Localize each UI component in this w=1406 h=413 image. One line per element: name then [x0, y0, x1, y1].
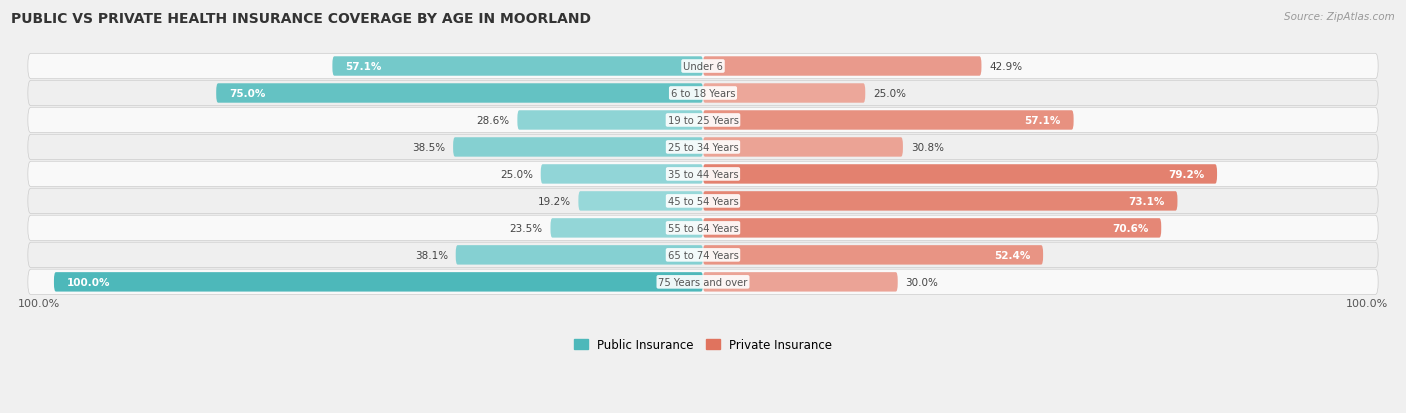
- Text: PUBLIC VS PRIVATE HEALTH INSURANCE COVERAGE BY AGE IN MOORLAND: PUBLIC VS PRIVATE HEALTH INSURANCE COVER…: [11, 12, 592, 26]
- FancyBboxPatch shape: [28, 162, 1378, 187]
- FancyBboxPatch shape: [703, 111, 1074, 131]
- FancyBboxPatch shape: [28, 81, 1378, 107]
- Text: 23.5%: 23.5%: [509, 223, 543, 233]
- FancyBboxPatch shape: [28, 108, 1378, 133]
- Text: 19.2%: 19.2%: [537, 197, 571, 206]
- Text: 30.8%: 30.8%: [911, 142, 943, 152]
- FancyBboxPatch shape: [703, 273, 897, 292]
- Text: 35 to 44 Years: 35 to 44 Years: [668, 169, 738, 180]
- FancyBboxPatch shape: [53, 273, 703, 292]
- Text: 6 to 18 Years: 6 to 18 Years: [671, 89, 735, 99]
- Text: Under 6: Under 6: [683, 62, 723, 72]
- Text: 75.0%: 75.0%: [229, 89, 266, 99]
- Text: 57.1%: 57.1%: [346, 62, 382, 72]
- Text: 100.0%: 100.0%: [1346, 298, 1388, 308]
- Legend: Public Insurance, Private Insurance: Public Insurance, Private Insurance: [569, 333, 837, 356]
- Text: 30.0%: 30.0%: [905, 277, 938, 287]
- FancyBboxPatch shape: [28, 216, 1378, 241]
- FancyBboxPatch shape: [28, 270, 1378, 295]
- Text: 38.5%: 38.5%: [412, 142, 446, 152]
- FancyBboxPatch shape: [578, 192, 703, 211]
- Text: 100.0%: 100.0%: [67, 277, 111, 287]
- Text: 52.4%: 52.4%: [994, 250, 1031, 260]
- Text: 38.1%: 38.1%: [415, 250, 449, 260]
- FancyBboxPatch shape: [332, 57, 703, 76]
- FancyBboxPatch shape: [28, 54, 1378, 79]
- Text: 25 to 34 Years: 25 to 34 Years: [668, 142, 738, 152]
- Text: 25.0%: 25.0%: [501, 169, 533, 180]
- Text: 73.1%: 73.1%: [1128, 197, 1164, 206]
- FancyBboxPatch shape: [703, 192, 1177, 211]
- Text: 28.6%: 28.6%: [477, 116, 509, 126]
- FancyBboxPatch shape: [541, 165, 703, 184]
- Text: Source: ZipAtlas.com: Source: ZipAtlas.com: [1284, 12, 1395, 22]
- FancyBboxPatch shape: [703, 246, 1043, 265]
- FancyBboxPatch shape: [703, 57, 981, 76]
- FancyBboxPatch shape: [217, 84, 703, 103]
- FancyBboxPatch shape: [28, 189, 1378, 214]
- Text: 55 to 64 Years: 55 to 64 Years: [668, 223, 738, 233]
- Text: 45 to 54 Years: 45 to 54 Years: [668, 197, 738, 206]
- FancyBboxPatch shape: [28, 242, 1378, 268]
- FancyBboxPatch shape: [703, 165, 1218, 184]
- Text: 19 to 25 Years: 19 to 25 Years: [668, 116, 738, 126]
- FancyBboxPatch shape: [453, 138, 703, 157]
- FancyBboxPatch shape: [703, 138, 903, 157]
- Text: 100.0%: 100.0%: [18, 298, 60, 308]
- Text: 70.6%: 70.6%: [1112, 223, 1149, 233]
- Text: 57.1%: 57.1%: [1024, 116, 1060, 126]
- FancyBboxPatch shape: [551, 218, 703, 238]
- FancyBboxPatch shape: [703, 84, 865, 103]
- FancyBboxPatch shape: [517, 111, 703, 131]
- Text: 25.0%: 25.0%: [873, 89, 905, 99]
- Text: 75 Years and over: 75 Years and over: [658, 277, 748, 287]
- Text: 42.9%: 42.9%: [990, 62, 1022, 72]
- Text: 65 to 74 Years: 65 to 74 Years: [668, 250, 738, 260]
- FancyBboxPatch shape: [28, 135, 1378, 160]
- FancyBboxPatch shape: [456, 246, 703, 265]
- Text: 79.2%: 79.2%: [1168, 169, 1204, 180]
- FancyBboxPatch shape: [703, 218, 1161, 238]
